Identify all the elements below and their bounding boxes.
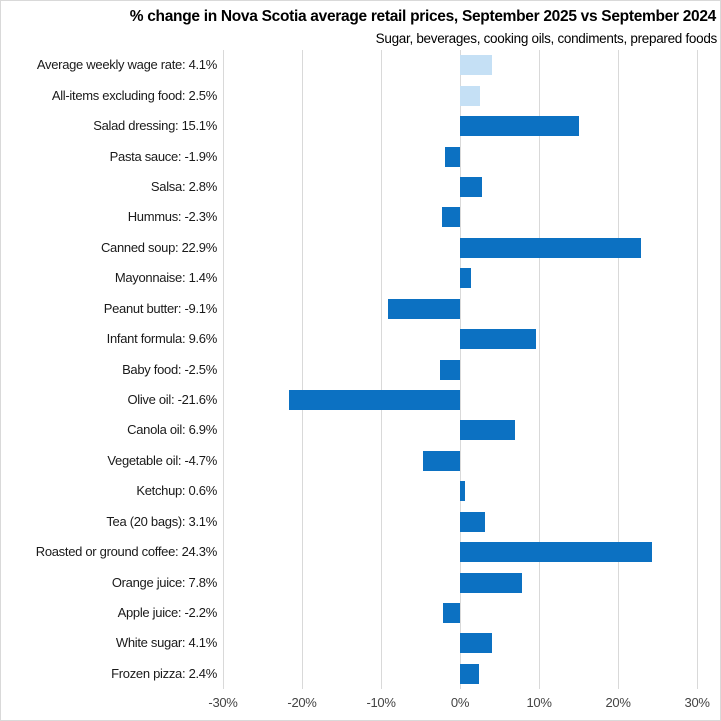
- gridline: [538, 50, 540, 689]
- bar: [388, 298, 461, 319]
- category-label: Roasted or ground coffee: 24.3%: [35, 544, 218, 560]
- category-label: Orange juice: 7.8%: [111, 574, 217, 590]
- bar: [289, 389, 461, 410]
- chart-title: % change in Nova Scotia average retail p…: [129, 8, 717, 25]
- category-label: Mayonnaise: 1.4%: [114, 270, 217, 286]
- bar: [460, 329, 536, 350]
- x-axis-tick-label: 0%: [450, 695, 470, 710]
- gridline: [617, 50, 619, 689]
- x-axis-tick-label: 10%: [526, 695, 552, 710]
- category-label: Apple juice: -2.2%: [117, 604, 218, 620]
- category-labels: Average weekly wage rate: 4.1% All-items …: [1, 1, 218, 720]
- category-label: Frozen pizza: 2.4%: [111, 665, 217, 681]
- category-label: Canned soup: 22.9%: [100, 239, 217, 255]
- gridline: [459, 50, 461, 689]
- bar: [460, 268, 472, 289]
- gridline: [380, 50, 382, 689]
- category-label: Peanut butter: -9.1%: [103, 300, 218, 316]
- category-label: Infant formula: 9.6%: [106, 331, 218, 347]
- bar: [460, 511, 485, 532]
- bar: [460, 55, 493, 76]
- category-label: Hummus: -2.3%: [127, 209, 218, 225]
- bar: [460, 572, 522, 593]
- gridline: [301, 50, 303, 689]
- bar: [441, 207, 461, 228]
- category-label: Olive oil: -21.6%: [127, 391, 217, 407]
- x-axis-tick-label: 20%: [605, 695, 631, 710]
- bar: [460, 633, 493, 654]
- gridline: [222, 50, 224, 689]
- category-label: Baby food: -2.5%: [122, 361, 217, 377]
- category-label: Tea (20 bags): 3.1%: [106, 513, 217, 529]
- x-axis-tick-label: 30%: [684, 695, 710, 710]
- bar: [445, 146, 461, 167]
- bar: [440, 359, 461, 380]
- category-label: Canola oil: 6.9%: [127, 422, 217, 438]
- bar: [460, 237, 641, 258]
- category-label: Salsa: 2.8%: [150, 178, 217, 194]
- x-axis-tick-label: -20%: [287, 695, 317, 710]
- category-label: Salad dressing: 15.1%: [93, 118, 217, 134]
- category-label: All-items excluding food: 2.5%: [51, 87, 217, 103]
- category-label: Pasta sauce: -1.9%: [109, 148, 218, 164]
- category-label: Vegetable oil: -4.7%: [107, 452, 217, 468]
- bar: [460, 663, 479, 684]
- bar: [460, 420, 515, 441]
- gridline: [696, 50, 698, 689]
- chart-subtitle: Sugar, beverages, cooking oils, condimen…: [375, 31, 718, 46]
- bar: [442, 602, 461, 623]
- bar: [460, 481, 465, 502]
- bar: [460, 116, 580, 137]
- category-label: Ketchup: 0.6%: [136, 483, 217, 499]
- x-axis-tick-label: -10%: [366, 695, 396, 710]
- bar: [460, 176, 483, 197]
- bar: [460, 542, 653, 563]
- plot-area: [222, 50, 720, 689]
- category-label: Average weekly wage rate: 4.1%: [36, 57, 217, 73]
- category-label: White sugar: 4.1%: [115, 635, 217, 651]
- bar: [422, 450, 461, 471]
- bar: [460, 85, 480, 106]
